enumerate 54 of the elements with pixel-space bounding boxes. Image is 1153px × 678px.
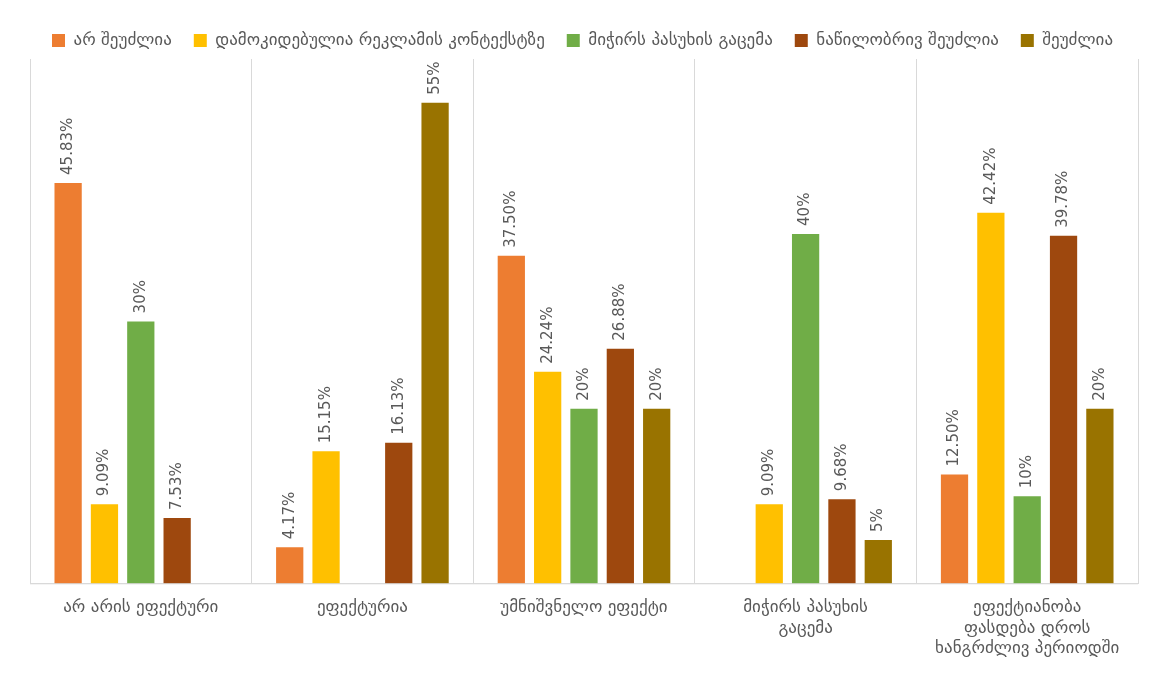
legend-label: შეუძლია: [1042, 28, 1114, 49]
bar: [643, 408, 671, 584]
bar: [163, 517, 191, 584]
legend-label: ნაწილობრივ შეუძლია: [816, 28, 999, 49]
data-label: 20%: [1089, 367, 1108, 401]
legend-label: არ შეუძლია: [73, 28, 172, 49]
data-label: 37.50%: [501, 190, 520, 248]
x-tick-label: ეფექტიანობა ფასდება დროს ხანგრძლივ პერიოდში: [935, 596, 1120, 658]
bar: [606, 348, 634, 584]
data-label: 10%: [1017, 454, 1036, 489]
bar: [1086, 408, 1114, 584]
x-tick-label: არ არის ეფექტური: [63, 596, 219, 617]
data-label: 7.53%: [167, 462, 186, 510]
bar: [54, 182, 82, 584]
data-label: 39.78%: [1053, 170, 1072, 228]
data-label: 42.42%: [980, 147, 999, 205]
bar: [755, 504, 783, 584]
bar: [276, 547, 304, 584]
x-tick-label: ეფექტურია: [316, 596, 408, 617]
data-label: 55%: [424, 61, 443, 95]
bar: [90, 504, 119, 584]
data-label: 12.50%: [944, 409, 963, 467]
data-label: 20%: [573, 367, 592, 401]
bar: [534, 371, 562, 584]
data-label: 40%: [795, 192, 814, 226]
data-label: 9.68%: [831, 443, 850, 492]
legend-label: დამოკიდებულია რეკლამის კონტექსტზე: [215, 28, 545, 49]
bar: [421, 102, 449, 584]
bar: [312, 451, 340, 584]
data-label: 4.17%: [279, 491, 298, 540]
data-label: 20%: [646, 367, 665, 401]
x-tick-label: უმნიშვნელო ეფექტი: [500, 596, 668, 617]
bar: [977, 212, 1005, 584]
bar: [497, 255, 525, 584]
bar: [127, 321, 155, 584]
data-label: 9.09%: [759, 448, 778, 497]
legend-label: მიჭირს პასუხის გაცემა: [588, 28, 773, 49]
bar: [385, 442, 413, 584]
bar: [1049, 235, 1078, 584]
bar: [791, 233, 820, 584]
data-label: 45.83%: [58, 117, 77, 175]
bar: [570, 408, 598, 584]
data-label: 15.15%: [315, 386, 334, 444]
bar: [864, 540, 892, 584]
bar: [828, 499, 856, 584]
data-label: 24.24%: [537, 306, 556, 364]
data-label: 5%: [868, 508, 887, 533]
bar: [940, 474, 969, 584]
data-label: 16.13%: [388, 377, 407, 435]
data-label: 30%: [130, 280, 149, 314]
data-label: 26.88%: [610, 283, 629, 341]
bar: [1013, 496, 1041, 584]
x-tick-label: მიჭირს პასუხის გაცემა: [743, 596, 869, 637]
data-label: 9.09%: [94, 448, 113, 497]
